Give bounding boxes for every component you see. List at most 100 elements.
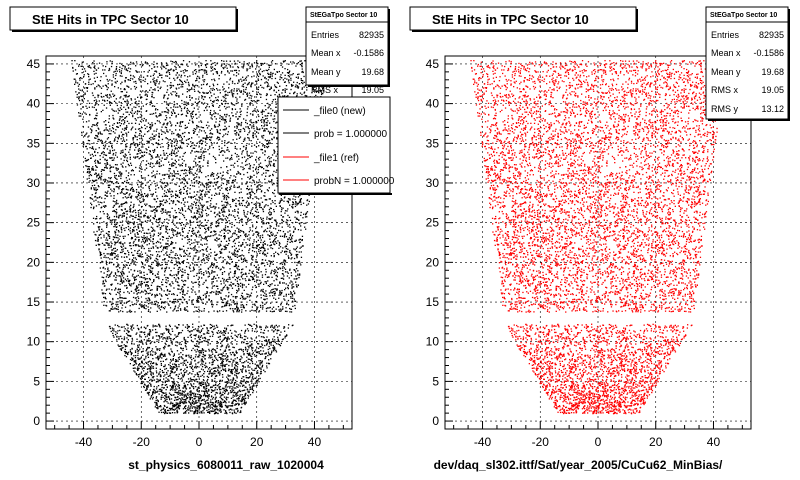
hit-point <box>190 339 193 341</box>
hit-point <box>272 192 274 194</box>
hit-point <box>217 367 219 369</box>
hit-point <box>197 374 200 376</box>
hit-point <box>163 408 165 410</box>
hit-point <box>115 110 117 112</box>
hit-point <box>190 394 192 396</box>
hit-point <box>199 181 201 183</box>
hit-point <box>130 262 132 265</box>
hit-point <box>270 61 273 63</box>
hit-point <box>187 262 190 264</box>
hit-point <box>205 385 208 388</box>
hit-point <box>236 88 238 90</box>
hit-point <box>184 271 186 274</box>
hit-point <box>160 287 162 290</box>
hit-point <box>188 241 190 243</box>
hit-point <box>173 104 175 106</box>
hit-point <box>227 337 229 339</box>
hit-point <box>234 108 237 110</box>
hit-point <box>186 126 188 128</box>
hit-point <box>154 259 156 262</box>
hit-point <box>118 292 120 294</box>
hit-point <box>273 297 275 299</box>
hit-point <box>154 176 156 178</box>
hit-point <box>241 197 243 199</box>
hit-point <box>150 226 152 228</box>
hit-point <box>297 86 300 88</box>
hit-point <box>262 291 264 293</box>
hit-point <box>204 219 206 221</box>
hit-point <box>175 242 177 244</box>
hit-point <box>211 406 213 409</box>
hit-point <box>298 239 300 241</box>
hit-point <box>279 201 281 203</box>
hit-point <box>89 66 91 68</box>
hit-point <box>222 301 225 304</box>
hit-point <box>171 301 174 304</box>
hit-point <box>224 228 226 231</box>
hit-point <box>227 278 229 280</box>
hit-point <box>271 179 273 181</box>
hit-point <box>233 378 235 380</box>
hit-point <box>78 98 80 100</box>
hit-point <box>254 96 256 98</box>
hit-point <box>189 392 191 394</box>
hit-point <box>121 229 123 231</box>
hit-point <box>93 184 96 186</box>
hit-point <box>256 245 258 248</box>
hit-point <box>105 276 108 278</box>
hit-point <box>235 247 237 250</box>
hit-point <box>290 272 292 274</box>
hit-point <box>291 235 294 237</box>
hit-point <box>161 225 163 227</box>
hit-point <box>161 212 163 214</box>
hit-point <box>116 249 118 251</box>
hit-point <box>261 276 264 278</box>
hit-point <box>231 103 233 105</box>
hit-point <box>248 231 250 233</box>
hit-point <box>158 405 161 408</box>
hit-point <box>123 88 125 91</box>
hit-point <box>214 259 216 261</box>
hit-point <box>216 405 218 407</box>
hit-point <box>266 218 268 220</box>
hit-point <box>249 168 251 170</box>
hit-point <box>174 298 176 300</box>
hit-point <box>306 89 308 91</box>
hit-point <box>131 127 133 130</box>
hit-point <box>112 297 114 300</box>
hit-point <box>81 89 83 91</box>
hit-point <box>297 274 299 276</box>
hit-point <box>233 60 236 62</box>
hit-point <box>200 403 202 405</box>
hit-point <box>216 72 218 74</box>
hit-point <box>249 345 251 347</box>
hit-point <box>105 237 108 239</box>
hit-point <box>203 412 205 414</box>
hit-point <box>255 68 257 70</box>
hit-point <box>158 224 160 226</box>
hit-point <box>229 60 231 62</box>
hit-point <box>242 384 244 386</box>
hit-point <box>225 301 228 303</box>
hit-point <box>189 334 191 337</box>
hit-point <box>199 227 201 229</box>
hit-point <box>176 409 178 411</box>
hit-point <box>208 383 210 385</box>
hit-point <box>156 276 158 278</box>
hit-point <box>130 143 132 145</box>
hit-point <box>257 110 259 112</box>
hit-point <box>273 347 275 349</box>
hit-point <box>86 178 88 180</box>
hit-point <box>185 175 187 177</box>
hit-point <box>148 297 150 299</box>
hit-point <box>207 411 209 413</box>
hit-point <box>222 211 224 213</box>
hit-point <box>236 309 239 311</box>
hit-point <box>206 399 208 402</box>
hit-point <box>108 262 111 264</box>
hit-point <box>177 309 179 312</box>
hit-point <box>190 270 192 272</box>
hit-point <box>233 409 235 411</box>
hit-point <box>212 408 214 410</box>
hit-point <box>222 287 225 289</box>
